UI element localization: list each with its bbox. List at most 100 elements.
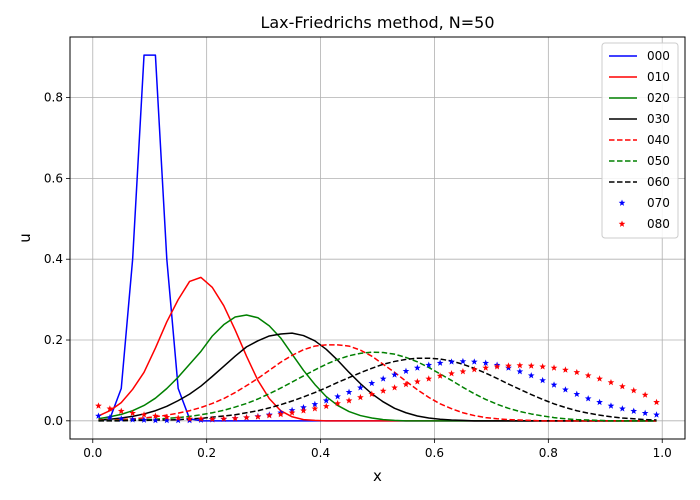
y-tick-label: 0.4 [44,252,63,266]
data-point-070 [95,412,102,419]
data-point-070 [459,357,467,365]
data-point-070 [117,415,125,422]
data-point-080 [300,407,307,414]
data-point-070 [630,407,638,414]
legend-label-080: 080 [647,217,670,231]
data-point-080 [653,398,660,406]
data-point-070 [163,416,171,424]
data-point-070 [505,364,512,371]
data-point-070 [402,367,410,374]
data-point-070 [653,411,660,418]
data-point-070 [641,409,649,416]
data-point-070 [174,416,182,424]
data-point-080 [539,363,546,370]
x-tick-label: 0.2 [197,446,216,460]
data-point-070 [436,359,444,366]
data-point-080 [573,368,581,376]
series-050 [98,351,657,422]
legend-box [601,42,679,239]
legend-marker-080 [618,220,626,227]
data-point-080 [607,378,615,386]
series-080 [95,361,660,423]
plot-frame [69,36,686,440]
y-axis-label: u [16,233,34,243]
line-000 [98,54,657,422]
series-030 [98,332,657,422]
data-point-080 [288,409,296,416]
legend-label-020: 020 [647,91,670,105]
data-point-080 [95,402,102,409]
data-point-070 [516,368,524,375]
grid-lines [70,37,685,439]
data-point-080 [436,372,444,379]
line-030 [98,332,657,422]
data-point-080 [470,366,478,373]
data-point-080 [425,375,433,382]
x-tick-label: 0.6 [425,446,444,460]
data-point-080 [550,364,558,371]
data-point-070 [345,388,353,395]
data-point-070 [425,361,433,368]
data-point-080 [277,410,285,418]
data-point-070 [152,416,159,424]
data-point-080 [459,368,467,375]
data-point-080 [619,382,626,390]
line-020 [98,314,657,422]
data-point-070 [357,384,364,391]
data-point-070 [414,364,421,371]
data-point-080 [322,402,330,410]
data-point-080 [630,387,638,394]
data-point-070 [527,372,535,379]
data-point-080 [493,363,501,370]
y-tick-label: 0.2 [44,333,63,347]
line-050 [98,351,657,422]
data-point-080 [243,414,250,421]
line-060 [98,357,657,422]
data-point-080 [368,390,376,397]
data-point-070 [106,414,114,421]
data-point-080 [129,409,136,416]
legend-label-030: 030 [647,112,670,126]
legend-marker-070 [618,199,626,206]
data-point-080 [379,387,387,394]
data-point-070 [368,379,376,387]
data-point-070 [539,376,546,384]
data-point-080 [334,399,341,407]
axis-ticks: 0.0 0.2 0.4 0.6 0.8 1.0 0.0 0.2 0.4 0.6 0.8 [44,91,672,460]
data-point-080 [402,380,410,388]
data-point-070 [311,400,319,408]
data-point-070 [584,395,592,402]
data-point-080 [641,391,649,398]
legend-label-060: 060 [647,175,670,189]
legend-label-010: 010 [647,70,670,84]
data-point-070 [129,416,136,423]
x-tick-label: 1.0 [653,446,672,460]
series-000 [98,54,657,422]
data-point-070 [379,375,387,382]
y-tick-label: 0.8 [44,91,63,105]
data-point-070 [573,390,581,397]
plot-series [95,54,660,424]
data-point-070 [550,381,558,388]
data-point-070 [470,358,478,365]
chart-title: Lax-Friedrichs method, N=50 [260,13,494,32]
data-point-080 [186,415,193,422]
legend-label-070: 070 [647,196,670,210]
data-point-070 [448,358,455,365]
data-point-080 [220,415,228,422]
data-point-080 [152,412,159,419]
data-point-080 [414,378,421,385]
data-point-080 [106,405,114,412]
data-point-080 [197,415,205,422]
x-axis-label: x [373,467,382,485]
data-point-070 [619,405,626,412]
data-point-070 [140,416,148,423]
data-point-080 [174,414,182,421]
x-tick-label: 0.8 [539,446,558,460]
data-point-070 [391,371,398,378]
line-040 [98,344,657,422]
data-point-070 [322,397,330,404]
data-point-080 [482,364,490,371]
data-point-070 [596,398,603,406]
